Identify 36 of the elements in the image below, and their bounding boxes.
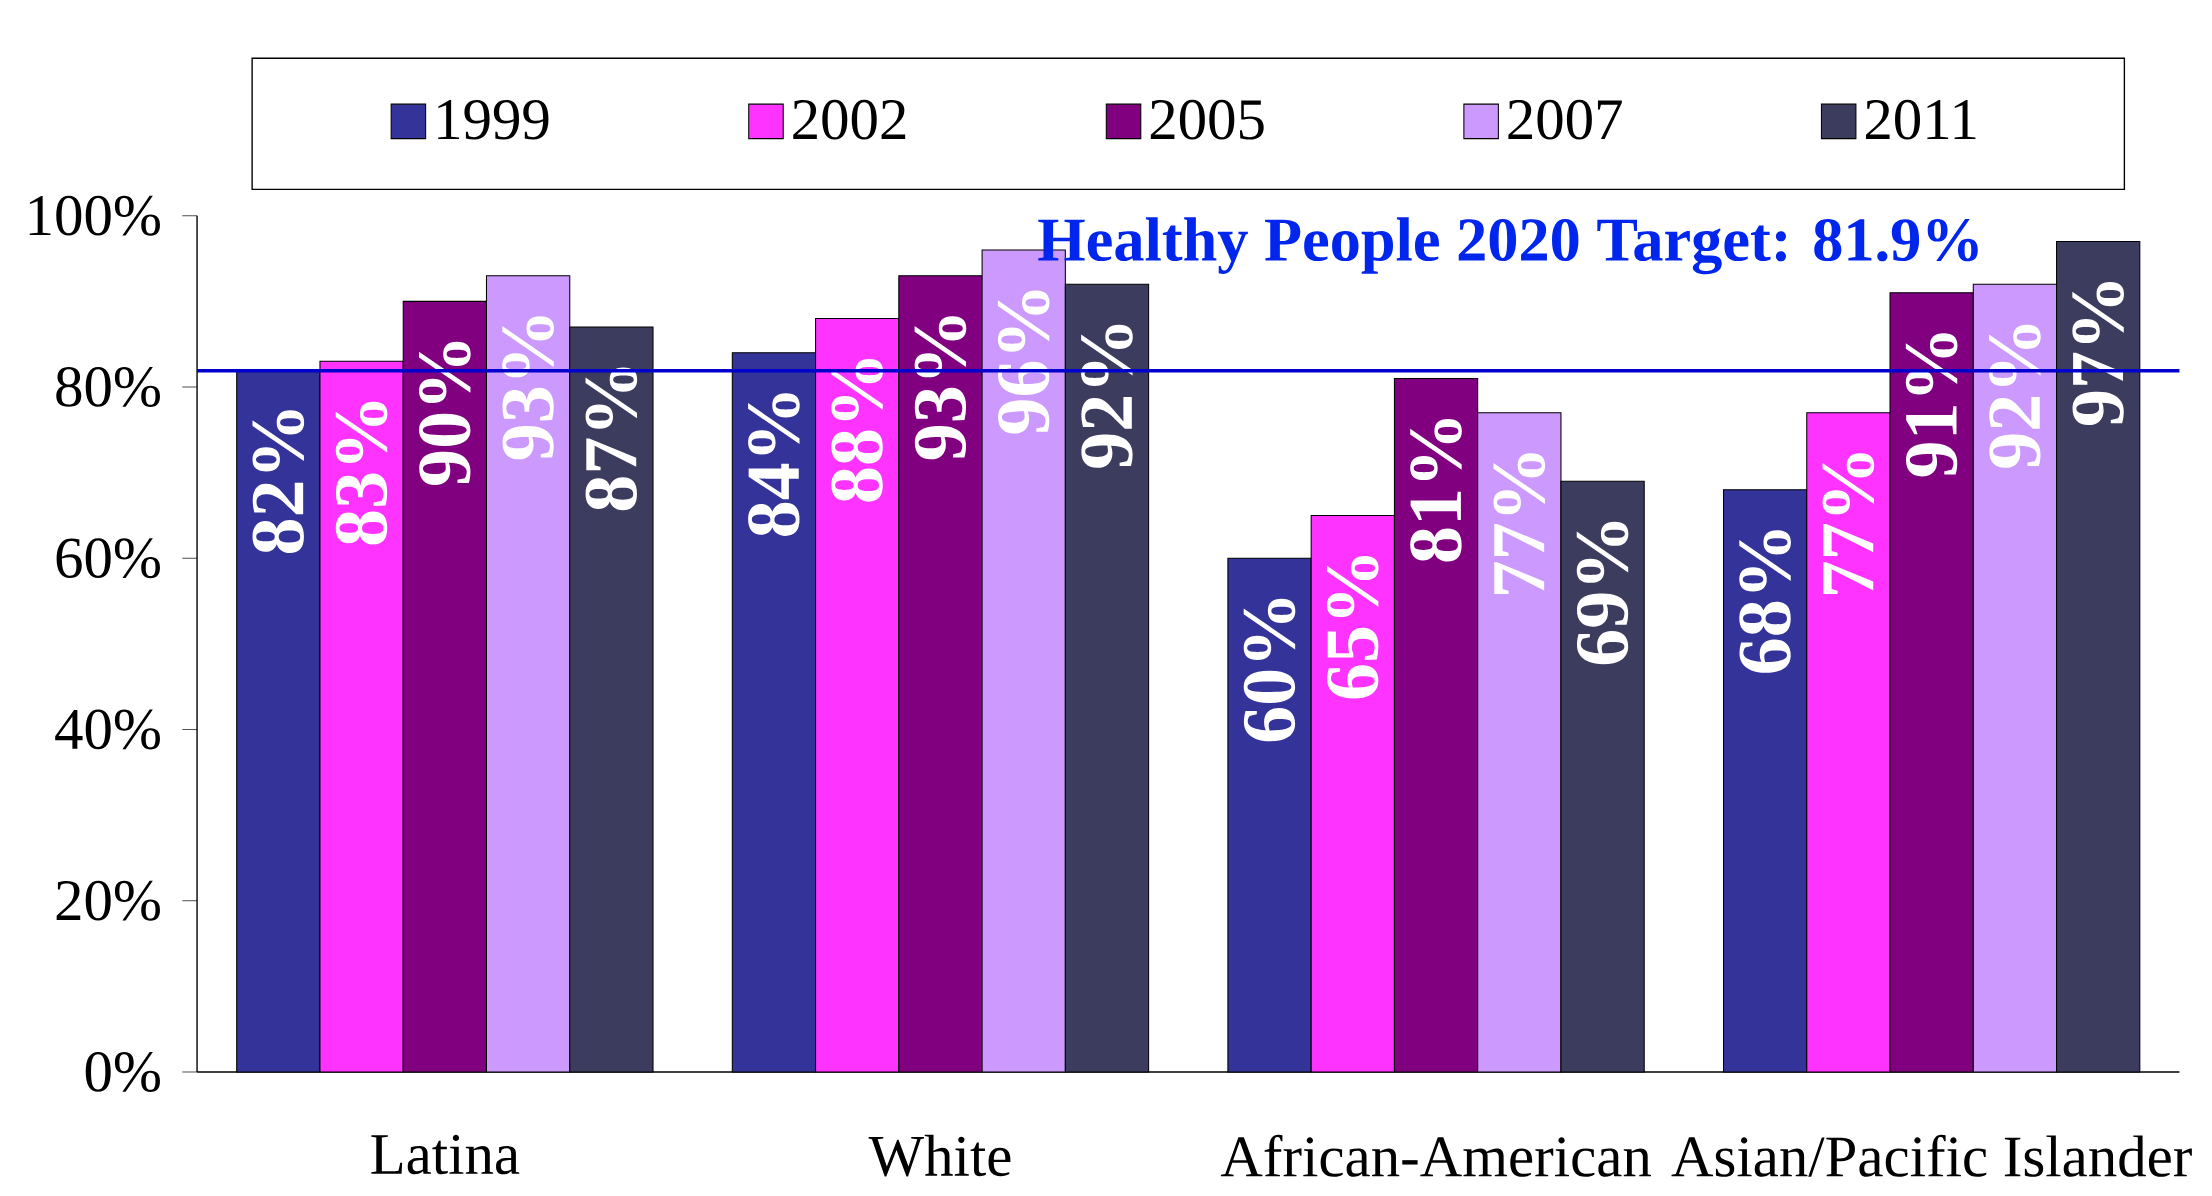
y-tick-label: 100% <box>29 195 160 236</box>
ref-line-label: Healthy People 2020 Target: 81.9% <box>1038 217 1978 275</box>
y-tick-label: 20% <box>56 880 160 921</box>
x-tick-label: White <box>868 1134 1011 1177</box>
legend-label: 2007 <box>1508 99 1622 140</box>
data-label: 77% <box>1822 452 1875 594</box>
x-tick-label: Asian/Pacific Islander <box>1671 1134 2192 1177</box>
data-label: 97% <box>2072 281 2124 425</box>
data-label: 96% <box>997 290 1050 434</box>
y-tick-label: 0% <box>85 1051 160 1092</box>
data-label: 91% <box>1905 333 1958 477</box>
data-label: 65% <box>1326 555 1379 699</box>
data-label: 88% <box>831 358 884 502</box>
data-label: 69% <box>1576 521 1629 665</box>
data-label: 92% <box>1081 324 1133 468</box>
data-label: 87% <box>585 367 638 510</box>
legend-label: 2002 <box>793 99 906 140</box>
y-tick-label: 60% <box>56 538 160 578</box>
x-tick-label: African-American <box>1220 1134 1651 1177</box>
data-label: 82% <box>252 410 305 553</box>
y-tick-label: 40% <box>55 709 160 750</box>
data-label: 68% <box>1739 530 1791 673</box>
data-label: 77% <box>1493 452 1546 594</box>
data-label: 90% <box>419 341 471 485</box>
legend-label: 2011 <box>1865 99 1976 140</box>
data-label: 81% <box>1410 418 1462 562</box>
data-label: 83% <box>335 401 388 545</box>
legend-label: 1999 <box>438 99 549 140</box>
legend-label: 2005 <box>1150 99 1264 140</box>
data-label: 84% <box>748 393 800 536</box>
y-tick-label: 80% <box>56 366 160 407</box>
data-label: 93% <box>502 315 554 460</box>
x-tick-label: Latina <box>371 1134 520 1175</box>
data-label: 93% <box>914 315 967 460</box>
data-label: 60% <box>1243 598 1296 742</box>
data-label: 92% <box>1989 324 2041 468</box>
